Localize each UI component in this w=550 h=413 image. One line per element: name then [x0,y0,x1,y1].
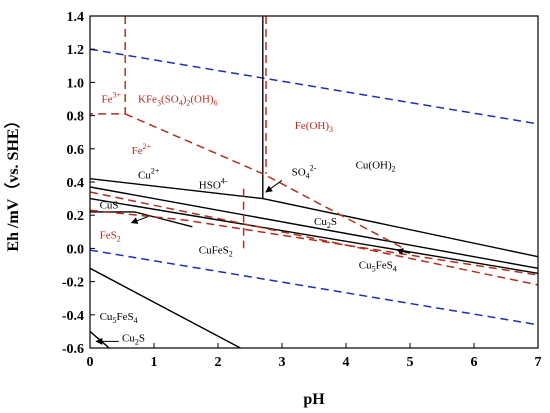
region-labels: Fe3+ KFe3(SO4)2(OH)6 Fe(OH)3 Fe2+ Cu2+ HSO4- S… [100,90,397,346]
plot-frame [89,15,539,349]
water-line-0 [90,48,538,125]
x-tick-label-6: 6 [471,355,478,370]
y-tick-label-4: 0.2 [67,209,85,224]
region-label-9: Cu2S [314,216,337,230]
region-label-2: Fe(OH)3 [295,120,333,134]
y-tick-label-8: 1.0 [67,76,85,91]
leader-arrows [95,179,411,345]
x-tick-label-2: 2 [215,355,222,370]
cu-line-9 [90,330,110,348]
x-tick-label-4: 4 [343,355,350,370]
region-label-5: HSO4- [199,177,228,192]
y-tick-label-3: 0.0 [67,242,85,257]
y-tick-label-1: -0.4 [62,309,84,324]
fe-line-11 [124,113,404,250]
region-label-13: Cu5FeS4 [100,311,138,325]
region-label-10: FeS2 [100,229,121,243]
cu-line-4 [262,197,538,258]
fe-line-14 [90,191,538,286]
y-axis-title: Eh /mV（vs. SHE） [4,112,22,251]
region-label-8: CuS [100,200,119,212]
y-tick-label-9: 1.2 [67,43,85,58]
y-tick-label-10: 1.4 [67,10,85,25]
region-label-6: SO42- [292,163,317,180]
y-tick-label-7: 0.8 [67,110,85,125]
region-label-12: Cu5FeS4 [359,259,397,273]
x-tick-label-5: 5 [407,355,414,370]
cu-line-7 [90,211,193,228]
cu-line-6 [90,197,538,274]
y-tick-label-2: -0.2 [62,276,84,291]
y-tick-label-6: 0.6 [67,143,85,158]
x-tick-label-3: 3 [279,355,286,370]
region-label-1: KFe3(SO4)2(OH)6 [138,93,218,107]
axis-ticks: 0 1 2 3 4 5 6 7 -0.6 -0.4 -0.2 0.0 0.2 0.4 0.6 0.8 1.0 1.… [62,10,542,370]
cu-line-8 [90,267,241,348]
region-label-7: Cu(OH)2 [356,160,396,174]
fe-line-15 [90,209,538,276]
region-label-3: Fe2+ [132,142,152,157]
region-label-0: Fe3+ [102,90,122,105]
cu-line-3 [90,178,263,200]
x-tick-label-1: 1 [151,355,158,370]
x-tick-label-7: 7 [535,355,542,370]
region-label-4: Cu2+ [138,167,160,182]
leader-arrow-1 [130,216,148,224]
leader-arrow-2 [396,248,411,255]
diagram-lines [90,16,538,348]
region-label-14: Cu2S [122,332,145,346]
water-line-1 [90,249,538,326]
leader-arrow-0 [265,179,283,193]
cu-line-5 [90,186,538,269]
x-tick-label-0: 0 [87,355,94,370]
x-axis-title: pH [303,391,325,408]
y-tick-label-5: 0.4 [67,176,85,191]
y-tick-label-0: -0.6 [62,342,84,357]
region-label-11: CuFeS2 [199,244,233,258]
